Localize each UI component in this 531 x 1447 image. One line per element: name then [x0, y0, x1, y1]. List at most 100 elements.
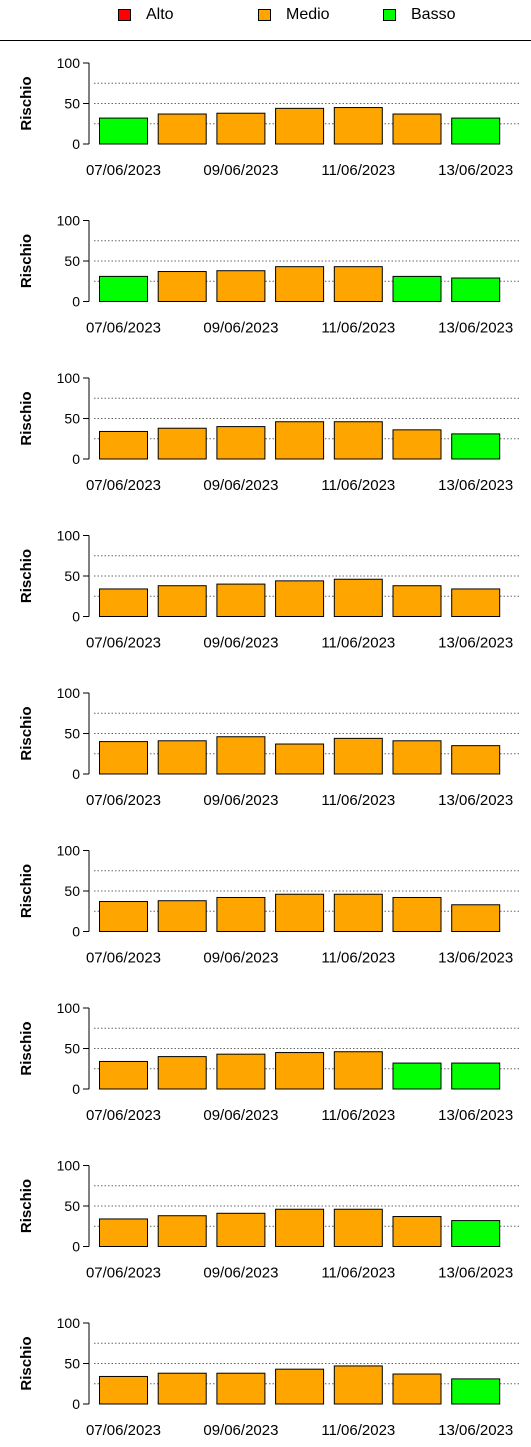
- y-tick-label: 100: [57, 528, 81, 544]
- y-axis-label: Rischio: [18, 1336, 35, 1390]
- y-tick-label: 0: [72, 1239, 80, 1255]
- x-tick-label: 07/06/2023: [86, 1107, 161, 1124]
- bar-10/06/2023: [275, 107, 325, 145]
- bar-09/06/2023: [216, 1053, 266, 1090]
- bar-07/06/2023: [99, 741, 148, 775]
- bar-13/06/2023: [451, 1378, 501, 1405]
- bar-11/06/2023: [333, 1365, 383, 1405]
- y-tick-label: 50: [64, 96, 80, 112]
- bar-10/06/2023: [275, 1368, 325, 1405]
- bar-12/06/2023: [392, 1062, 442, 1090]
- y-tick-label: 0: [72, 766, 80, 782]
- bar-10/06/2023: [275, 266, 325, 303]
- bar-11/06/2023: [333, 578, 383, 617]
- bar-12/06/2023: [392, 429, 442, 460]
- y-axis-label: Rischio: [18, 234, 35, 288]
- x-tick-label: 09/06/2023: [203, 477, 278, 494]
- bar-12/06/2023: [392, 896, 442, 932]
- y-tick-label: 0: [72, 609, 80, 625]
- bar-12/06/2023: [392, 113, 442, 145]
- x-tick-label: 13/06/2023: [438, 320, 513, 337]
- y-axis-label: Rischio: [18, 1179, 35, 1233]
- bar-13/06/2023: [451, 1220, 501, 1247]
- legend-swatch-basso: [383, 9, 396, 21]
- x-tick-label: 11/06/2023: [321, 950, 395, 967]
- bar-11/06/2023: [333, 421, 383, 460]
- bar-13/06/2023: [451, 433, 501, 460]
- x-tick-label: 07/06/2023: [86, 320, 161, 337]
- bar-10/06/2023: [275, 1052, 325, 1090]
- y-axis-label: Rischio: [18, 391, 35, 445]
- x-tick-label: 07/06/2023: [86, 1422, 161, 1439]
- bar-13/06/2023: [451, 117, 501, 145]
- x-tick-label: 11/06/2023: [321, 477, 395, 494]
- x-tick-label: 07/06/2023: [86, 792, 161, 809]
- x-tick-label: 11/06/2023: [321, 162, 395, 179]
- x-tick-label: 11/06/2023: [321, 1265, 395, 1282]
- bar-10/06/2023: [275, 580, 325, 617]
- y-axis-label: Rischio: [18, 864, 35, 918]
- bar-10/06/2023: [275, 1208, 325, 1247]
- x-tick-label: 11/06/2023: [321, 1107, 395, 1124]
- x-tick-label: 13/06/2023: [438, 635, 513, 652]
- y-tick-label: 0: [72, 451, 80, 467]
- bar-13/06/2023: [451, 745, 501, 775]
- x-tick-label: 11/06/2023: [321, 320, 395, 337]
- bar-08/06/2023: [157, 900, 207, 932]
- y-tick-label: 50: [64, 883, 80, 899]
- legend: Alto Medio Basso: [0, 0, 531, 30]
- x-tick-label: 07/06/2023: [86, 477, 161, 494]
- bar-07/06/2023: [99, 1218, 148, 1247]
- x-tick-label: 13/06/2023: [438, 477, 513, 494]
- y-tick-label: 50: [64, 1356, 80, 1372]
- legend-swatch-alto: [118, 9, 131, 21]
- x-tick-label: 09/06/2023: [203, 1107, 278, 1124]
- x-tick-label: 13/06/2023: [438, 1107, 513, 1124]
- bar-09/06/2023: [216, 583, 266, 617]
- bar-13/06/2023: [451, 1062, 501, 1090]
- bar-09/06/2023: [216, 1212, 266, 1248]
- bar-07/06/2023: [99, 901, 148, 933]
- x-tick-label: 09/06/2023: [203, 950, 278, 967]
- bar-07/06/2023: [99, 430, 148, 460]
- y-tick-label: 100: [57, 1000, 81, 1016]
- y-tick-label: 50: [64, 1041, 80, 1057]
- y-tick-label: 50: [64, 726, 80, 742]
- y-tick-label: 0: [72, 1396, 80, 1412]
- y-tick-label: 100: [57, 1315, 81, 1331]
- y-tick-label: 100: [57, 213, 81, 229]
- y-tick-label: 0: [72, 136, 80, 152]
- y-tick-label: 100: [57, 370, 81, 386]
- bar-11/06/2023: [333, 737, 383, 775]
- y-tick-label: 50: [64, 411, 80, 427]
- bar-10/06/2023: [275, 743, 325, 775]
- bar-11/06/2023: [333, 266, 383, 303]
- bar-08/06/2023: [157, 1372, 207, 1405]
- y-tick-label: 50: [64, 1198, 80, 1214]
- bar-08/06/2023: [157, 113, 207, 145]
- legend-label-alto: Alto: [146, 6, 174, 23]
- y-tick-label: 0: [72, 1081, 80, 1097]
- x-tick-label: 13/06/2023: [438, 792, 513, 809]
- x-tick-label: 13/06/2023: [438, 1422, 513, 1439]
- x-tick-label: 13/06/2023: [438, 950, 513, 967]
- bar-11/06/2023: [333, 107, 383, 145]
- bar-08/06/2023: [157, 740, 207, 775]
- y-axis-label: Rischio: [18, 706, 35, 760]
- bar-13/06/2023: [451, 588, 501, 618]
- y-tick-label: 50: [64, 568, 80, 584]
- x-tick-label: 11/06/2023: [321, 635, 395, 652]
- y-tick-label: 100: [57, 1158, 81, 1174]
- bar-07/06/2023: [99, 117, 148, 145]
- y-tick-label: 0: [72, 924, 80, 940]
- bar-09/06/2023: [216, 736, 266, 775]
- y-tick-label: 0: [72, 294, 80, 310]
- y-tick-label: 50: [64, 253, 80, 269]
- x-tick-label: 07/06/2023: [86, 1265, 161, 1282]
- bar-07/06/2023: [99, 1375, 148, 1405]
- x-tick-label: 09/06/2023: [203, 1265, 278, 1282]
- bar-09/06/2023: [216, 1372, 266, 1405]
- y-axis-label: Rischio: [18, 549, 35, 603]
- legend-divider: [0, 40, 531, 41]
- x-tick-label: 13/06/2023: [438, 1265, 513, 1282]
